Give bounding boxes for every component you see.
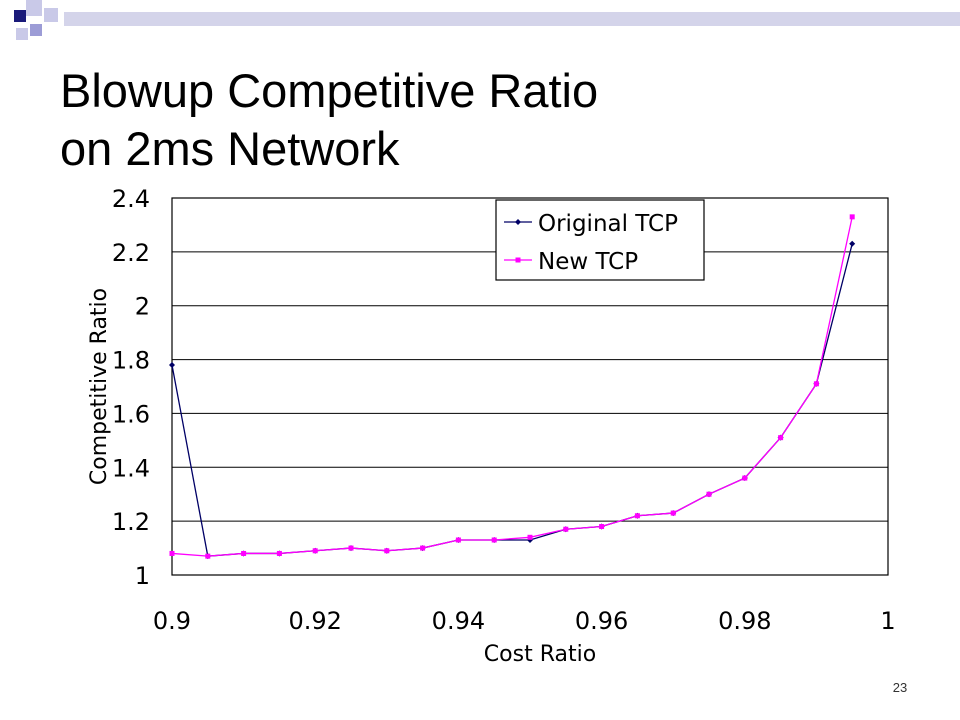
corner-decoration bbox=[14, 0, 960, 40]
header-bar bbox=[64, 12, 960, 26]
x-tick-label: 1 bbox=[880, 607, 895, 635]
legend: Original TCP New TCP bbox=[495, 199, 705, 281]
legend-label: Original TCP bbox=[538, 211, 678, 237]
data-point bbox=[420, 545, 426, 551]
corner-square-light-3 bbox=[16, 28, 28, 40]
x-tick-label: 0.96 bbox=[575, 607, 628, 635]
data-point bbox=[849, 214, 855, 220]
y-tick-label: 1.8 bbox=[112, 347, 150, 375]
gridlines bbox=[172, 251, 888, 522]
data-point bbox=[241, 550, 247, 556]
series-line bbox=[171, 243, 853, 557]
legend-box bbox=[495, 199, 705, 281]
data-point bbox=[599, 524, 605, 530]
data-point bbox=[312, 548, 318, 554]
data-point bbox=[491, 537, 497, 543]
x-axis-label: Cost Ratio bbox=[484, 642, 596, 667]
x-tick-label: 0.94 bbox=[432, 607, 485, 635]
series-layer bbox=[169, 214, 856, 560]
data-point bbox=[778, 435, 784, 441]
corner-square-dark bbox=[14, 10, 26, 22]
legend-swatch-marker bbox=[515, 219, 521, 225]
y-axis-ticks: 1 1.2 1.4 1.6 1.8 2 2.2 2.4 bbox=[112, 185, 150, 590]
data-point bbox=[455, 537, 461, 543]
y-tick-label: 2 bbox=[135, 293, 150, 321]
data-point bbox=[563, 526, 569, 532]
y-tick-label: 1 bbox=[135, 562, 150, 590]
corner-square-light-2 bbox=[44, 8, 58, 22]
title-line-1: Blowup Competitive Ratio bbox=[60, 64, 599, 117]
data-point bbox=[205, 553, 211, 559]
y-tick-label: 1.4 bbox=[112, 454, 150, 482]
data-point bbox=[634, 513, 640, 519]
y-tick-label: 1.2 bbox=[112, 508, 150, 536]
data-point bbox=[527, 534, 533, 540]
data-point bbox=[706, 491, 712, 497]
title-line-2: on 2ms Network bbox=[60, 122, 400, 175]
y-tick-label: 2.2 bbox=[112, 239, 150, 267]
y-tick-label: 2.4 bbox=[112, 185, 150, 213]
corner-square-mid bbox=[30, 24, 42, 36]
slide-title: Blowup Competitive Ratio on 2ms Network bbox=[60, 62, 920, 178]
data-point bbox=[348, 545, 354, 551]
page-number: 23 bbox=[892, 680, 908, 695]
data-point bbox=[849, 240, 856, 247]
legend-swatch-marker bbox=[515, 257, 521, 263]
data-point bbox=[276, 550, 282, 556]
data-point bbox=[384, 548, 390, 554]
plot-area-frame bbox=[171, 197, 889, 576]
x-axis-ticks: 0.9 0.92 0.94 0.96 0.98 1 bbox=[153, 607, 896, 635]
x-tick-label: 0.9 bbox=[153, 607, 191, 635]
data-point bbox=[169, 361, 175, 368]
data-point bbox=[813, 381, 819, 387]
series-original-tcp bbox=[169, 240, 856, 560]
series-line bbox=[171, 216, 853, 557]
data-point bbox=[742, 475, 748, 481]
legend-label: New TCP bbox=[538, 249, 638, 275]
data-point bbox=[670, 510, 676, 516]
data-point bbox=[169, 550, 175, 556]
x-tick-label: 0.92 bbox=[288, 607, 341, 635]
series-new-tcp bbox=[169, 214, 855, 559]
y-tick-label: 1.6 bbox=[112, 400, 150, 428]
corner-square-light bbox=[26, 0, 42, 16]
y-axis-label: Competitive Ratio bbox=[87, 288, 112, 485]
x-tick-label: 0.98 bbox=[718, 607, 771, 635]
